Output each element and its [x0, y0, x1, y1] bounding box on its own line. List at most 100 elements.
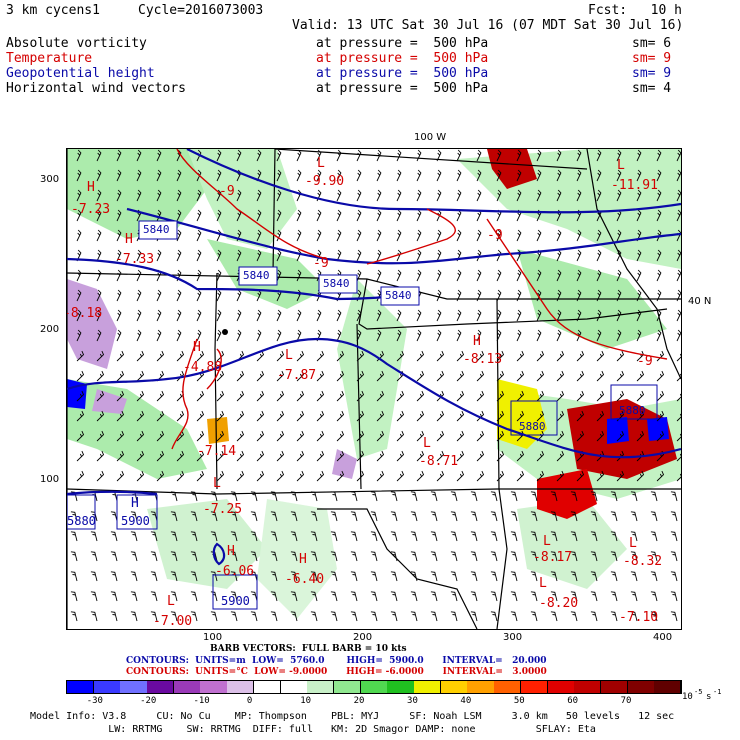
- wind-barb: [196, 430, 205, 442]
- wind-barb: [396, 350, 405, 362]
- wind-barb: [116, 169, 122, 182]
- wind-barb: [476, 249, 482, 262]
- wind-barb: [590, 551, 598, 562]
- wind-barb: [276, 410, 285, 422]
- height-label: 5880: [67, 514, 96, 528]
- wind-barb: [330, 591, 338, 602]
- wind-barb: [210, 511, 218, 522]
- wind-barb: [670, 551, 678, 562]
- wind-barb: [636, 309, 642, 322]
- wind-barb: [450, 591, 458, 602]
- wind-barb: [536, 350, 545, 362]
- wind-barb: [336, 209, 342, 222]
- colorbar-swatch: [440, 681, 468, 693]
- wind-barb: [630, 571, 638, 582]
- wind-barb: [436, 249, 442, 262]
- wind-barb: [656, 149, 662, 162]
- field-name-temperature: Temperature: [6, 51, 93, 66]
- wind-barb: [76, 390, 85, 402]
- wind-barb: [96, 470, 105, 482]
- wind-barb: [536, 329, 542, 342]
- wind-barb: [456, 209, 462, 222]
- wind-barb: [150, 531, 158, 542]
- wind-barb: [296, 390, 305, 402]
- wind-barb: [296, 269, 302, 282]
- wind-barb: [136, 470, 145, 482]
- wind-barb: [336, 309, 342, 322]
- temp-label: -8.32: [623, 554, 663, 569]
- wind-barb: [676, 189, 681, 202]
- colorbar-swatch: [520, 681, 548, 693]
- wind-barb: [336, 249, 342, 262]
- colorbar-tick-label: 70: [620, 696, 632, 706]
- wind-barb: [610, 491, 618, 502]
- wind-barb: [256, 229, 262, 242]
- wind-barb: [110, 571, 118, 582]
- wind-barb: [290, 611, 298, 622]
- wind-barb: [370, 551, 378, 562]
- wind-barb: [616, 249, 622, 262]
- wind-barb: [570, 571, 578, 582]
- x-tick-label: 200: [353, 632, 373, 643]
- low-marker: L: [543, 534, 551, 549]
- temp-label: -8.20: [539, 596, 579, 611]
- wind-barb: [216, 410, 225, 422]
- wind-barb: [316, 370, 325, 382]
- wind-barb: [530, 531, 538, 542]
- wind-barb: [176, 450, 185, 462]
- wind-barb: [296, 470, 305, 482]
- wind-barb: [556, 390, 565, 402]
- wind-barb: [496, 470, 505, 482]
- wind-barb: [176, 249, 182, 262]
- wind-barb: [656, 430, 665, 442]
- wind-barb: [96, 450, 105, 462]
- wind-barb: [70, 551, 78, 562]
- wind-barb: [296, 350, 305, 362]
- wind-barb: [330, 611, 338, 622]
- wind-barb: [316, 450, 325, 462]
- height-label: 5840: [243, 269, 270, 282]
- wind-barb: [470, 591, 478, 602]
- wind-barb: [490, 551, 498, 562]
- wind-barb: [216, 470, 225, 482]
- wind-barb: [216, 390, 225, 402]
- wind-barb: [236, 289, 242, 302]
- temp-label: -11.91: [611, 178, 658, 193]
- wind-barb: [270, 531, 278, 542]
- wind-barb: [416, 309, 422, 322]
- wind-barb: [436, 229, 442, 242]
- wind-barb: [596, 410, 605, 422]
- wind-barb: [236, 410, 245, 422]
- colorbar-swatch: [333, 681, 362, 693]
- wind-barb: [430, 571, 438, 582]
- wind-barb: [416, 229, 422, 242]
- wind-barb: [570, 551, 578, 562]
- wind-barb: [416, 390, 425, 402]
- low-marker: L: [629, 536, 637, 551]
- wind-barb: [176, 209, 182, 222]
- wind-barb: [536, 390, 545, 402]
- wind-barb: [330, 511, 338, 522]
- high-marker: H: [227, 544, 235, 559]
- wind-barb: [196, 390, 205, 402]
- colorbar-swatch: [120, 681, 148, 693]
- wind-barb: [436, 169, 442, 182]
- wind-barb: [356, 229, 362, 242]
- wind-barb: [396, 450, 405, 462]
- wind-barb: [616, 309, 622, 322]
- height-label-boxes: [67, 220, 658, 610]
- wind-barb: [116, 450, 125, 462]
- wind-barb: [456, 390, 465, 402]
- wind-barb: [376, 450, 385, 462]
- wind-barb: [216, 329, 222, 342]
- wind-barb: [116, 470, 125, 482]
- wind-barb: [136, 430, 145, 442]
- wind-barb: [196, 189, 202, 202]
- colorbar-swatch: [200, 681, 228, 693]
- wind-barb: [350, 591, 358, 602]
- wind-barb: [576, 430, 585, 442]
- temp-label: -8.71: [419, 454, 459, 469]
- wind-barb: [430, 491, 438, 502]
- wind-barb: [196, 470, 205, 482]
- colorbar-swatch: [547, 681, 575, 693]
